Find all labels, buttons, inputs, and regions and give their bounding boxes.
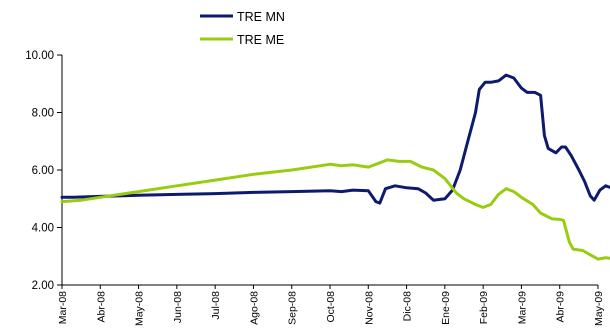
x-tick-label: Oct-08 <box>325 291 337 323</box>
y-tick-label: 2.00 <box>32 280 54 292</box>
legend-label-tre-me: TRE ME <box>237 33 284 47</box>
x-tick-label: Dic-08 <box>402 291 414 322</box>
x-tick-label: Sep-08 <box>287 291 299 325</box>
y-tick-label: 6.00 <box>32 165 54 177</box>
series-line-tre-me <box>60 158 610 261</box>
x-tick-label: Jul-08 <box>210 291 222 320</box>
x-axis-ticks: Mar-08 Abr-08 May-08 Jun-08 Jul-08 Ago-08 Sep-… <box>57 285 605 326</box>
legend-label-tre-mn: TRE MN <box>237 10 285 24</box>
x-tick-label: Mar-08 <box>57 291 69 324</box>
x-tick-label: Nov-08 <box>363 291 375 325</box>
series-lines <box>60 73 610 261</box>
x-tick-label: Ene-09 <box>440 291 452 325</box>
axes <box>61 55 598 286</box>
series-line-tre-mn <box>60 73 610 205</box>
legend: TRE MN TRE ME <box>200 10 285 47</box>
x-tick-label: Mar-09 <box>516 291 528 324</box>
x-tick-label: May-08 <box>134 291 146 326</box>
x-tick-label: Abr-09 <box>555 291 567 323</box>
x-tick-label: Jun-08 <box>172 291 184 323</box>
x-tick-label: Abr-08 <box>95 291 107 323</box>
x-tick-label: Feb-09 <box>478 291 490 324</box>
y-tick-label: 10.00 <box>25 50 54 62</box>
y-tick-label: 8.00 <box>32 108 54 120</box>
y-tick-label: 4.00 <box>32 223 54 235</box>
x-tick-label: Ago-08 <box>248 291 260 325</box>
x-tick-label: May-09 <box>593 291 605 326</box>
y-axis-ticks: 2.00 4.00 6.00 8.00 10.00 <box>25 50 62 292</box>
